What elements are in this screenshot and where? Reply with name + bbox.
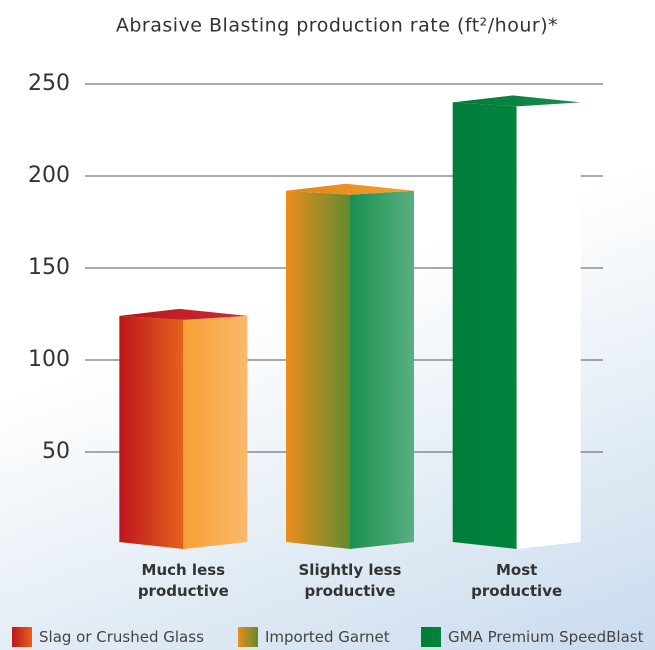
bar (119, 308, 248, 549)
x-tick-label: Much less productive (137, 561, 229, 600)
bar (452, 95, 581, 550)
x-tick-label: Most productive (471, 561, 563, 600)
y-tick-label: 200 (28, 163, 70, 188)
legend-label: Imported Garnet (265, 628, 390, 646)
y-tick-label: 100 (28, 347, 70, 372)
bar (286, 183, 414, 549)
bar-side (516, 102, 581, 550)
bar-front (119, 315, 184, 549)
y-tick-label: 50 (42, 439, 70, 464)
legend-label: GMA Premium SpeedBlast (448, 628, 644, 646)
bar-front (286, 190, 350, 549)
bar-front (452, 102, 517, 550)
bar-top (119, 308, 248, 320)
bar-top (286, 183, 414, 195)
bar-side (350, 190, 414, 549)
bar-side (183, 315, 248, 549)
y-tick-label: 250 (28, 71, 70, 96)
legend-swatch (238, 627, 258, 647)
legend-swatch (12, 627, 32, 647)
chart-title: Abrasive Blasting production rate (ft²/h… (116, 15, 558, 37)
bar-top (452, 95, 581, 107)
x-tick-label: Slightly less productive (298, 561, 402, 600)
legend-label: Slag or Crushed Glass (39, 628, 204, 646)
legend-swatch (421, 627, 441, 647)
y-tick-label: 150 (28, 255, 70, 280)
